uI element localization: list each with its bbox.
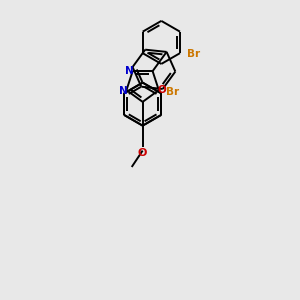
Text: Br: Br bbox=[187, 49, 200, 59]
Text: Br: Br bbox=[166, 87, 179, 97]
Text: N: N bbox=[119, 86, 128, 96]
Text: N: N bbox=[125, 66, 134, 76]
Text: O: O bbox=[138, 148, 147, 158]
Text: O: O bbox=[158, 85, 167, 95]
